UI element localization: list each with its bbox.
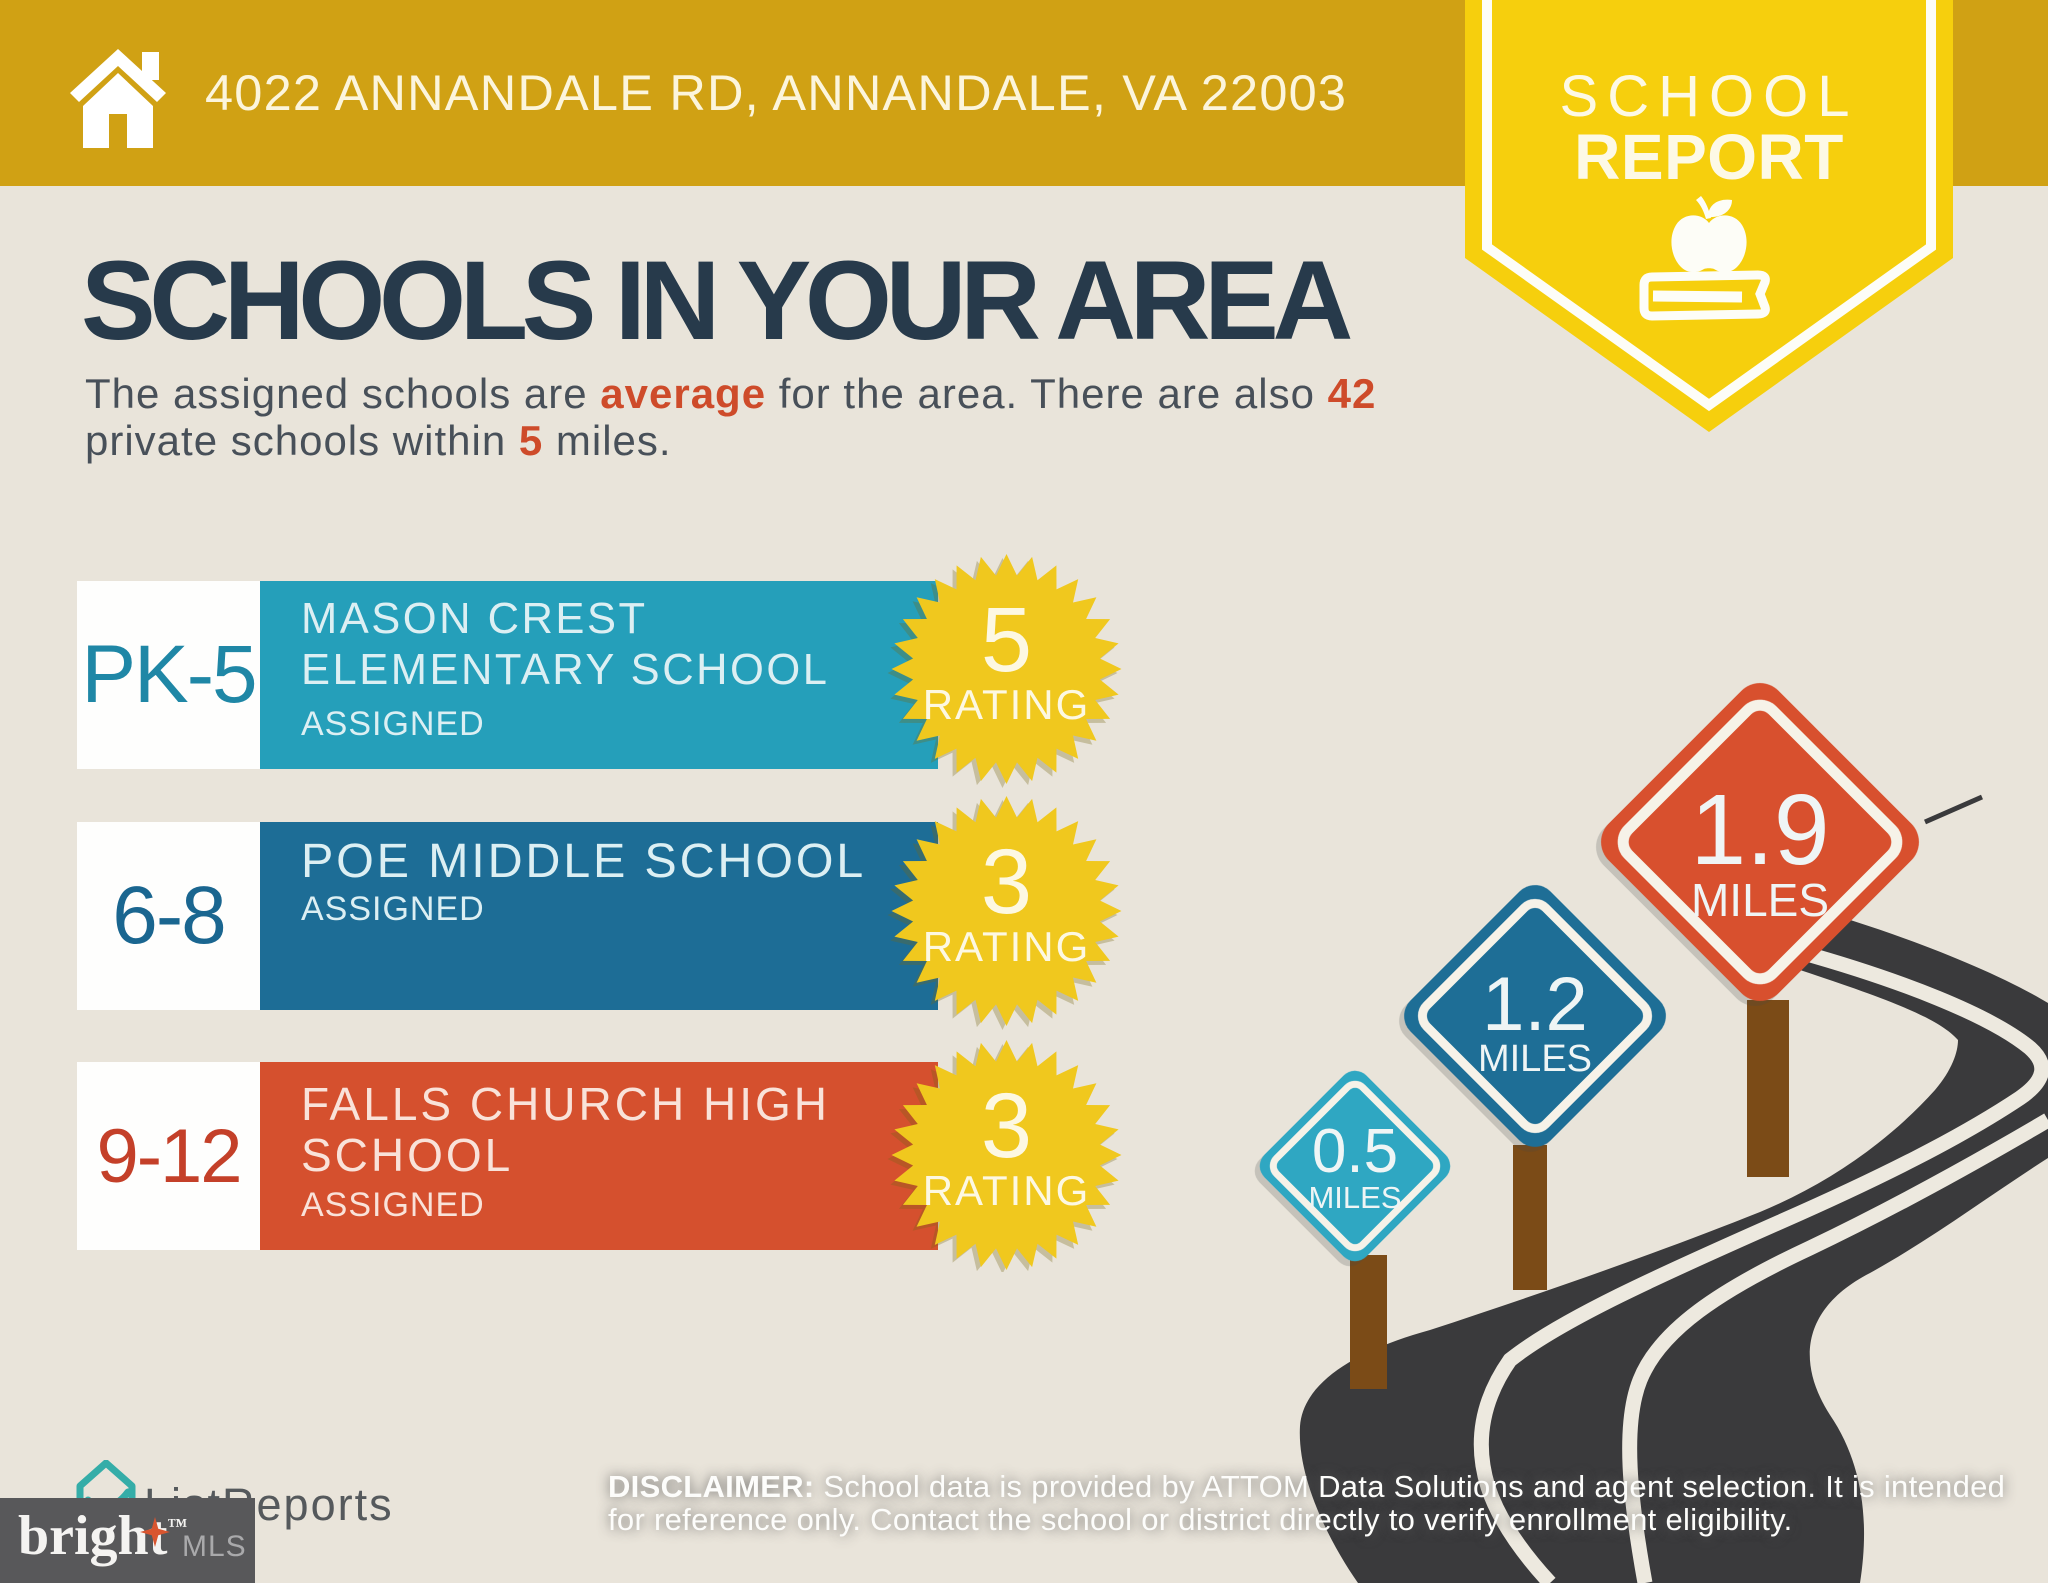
svg-text:RATING: RATING	[923, 681, 1091, 728]
svg-text:MILES: MILES	[1308, 1180, 1401, 1215]
svg-text:1.2: 1.2	[1482, 962, 1588, 1047]
svg-text:MILES: MILES	[1691, 874, 1829, 926]
svg-text:3: 3	[981, 831, 1032, 933]
svg-text:RATING: RATING	[923, 923, 1091, 970]
svg-text:SCHOOL: SCHOOL	[1560, 64, 1859, 129]
svg-text:RATING: RATING	[923, 1167, 1091, 1214]
svg-text:3: 3	[981, 1075, 1032, 1177]
svg-text:0.5: 0.5	[1312, 1117, 1398, 1186]
svg-text:1.9: 1.9	[1690, 774, 1829, 886]
svg-text:MILES: MILES	[1478, 1038, 1592, 1080]
svg-text:REPORT: REPORT	[1574, 121, 1844, 193]
svg-text:5: 5	[981, 589, 1032, 691]
